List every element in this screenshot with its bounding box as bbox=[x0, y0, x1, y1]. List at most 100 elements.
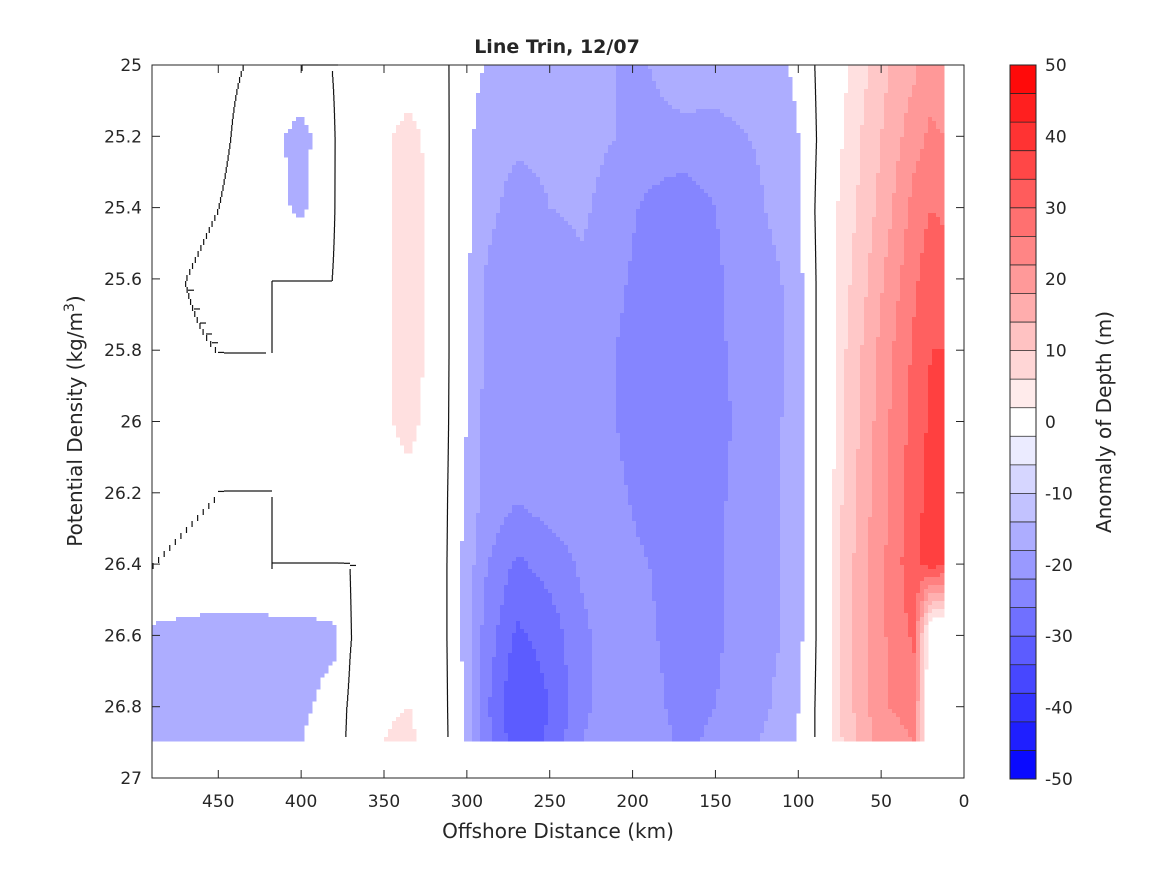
contour-cell bbox=[296, 669, 301, 674]
contour-cell bbox=[328, 633, 333, 638]
contour-cell bbox=[520, 65, 525, 70]
contour-cell bbox=[284, 737, 289, 742]
contour-cell bbox=[512, 609, 517, 614]
contour-cell bbox=[520, 85, 525, 90]
contour-cell bbox=[260, 693, 265, 698]
contour-cell bbox=[276, 681, 281, 686]
contour-cell bbox=[484, 137, 489, 142]
contour-cell bbox=[476, 577, 481, 582]
contour-cell bbox=[516, 69, 521, 74]
contour-cell bbox=[476, 281, 481, 286]
contour-cell bbox=[480, 385, 485, 390]
contour-cell bbox=[492, 709, 497, 714]
contour-cell bbox=[532, 345, 537, 350]
contour-cell bbox=[500, 137, 505, 142]
contour-cell bbox=[304, 717, 309, 722]
contour-cell bbox=[396, 241, 401, 246]
contour-cell bbox=[520, 593, 525, 598]
contour-cell bbox=[420, 333, 425, 338]
contour-cell bbox=[412, 409, 417, 414]
contour-cell bbox=[520, 405, 525, 410]
contour-cell bbox=[524, 269, 529, 274]
contour-cell bbox=[168, 717, 173, 722]
contour-cell bbox=[488, 581, 493, 586]
contour-cell bbox=[524, 193, 529, 198]
contour-cell bbox=[516, 569, 521, 574]
contour-cell bbox=[240, 709, 245, 714]
contour-cell bbox=[228, 621, 233, 626]
contour-cell bbox=[512, 641, 517, 646]
contour-cell bbox=[480, 293, 485, 298]
contour-cell bbox=[252, 677, 257, 682]
contour-cell bbox=[408, 137, 413, 142]
contour-cell bbox=[288, 145, 293, 150]
contour-cell bbox=[160, 729, 165, 734]
contour-cell bbox=[468, 489, 473, 494]
contour-cell bbox=[156, 661, 161, 666]
contour-cell bbox=[204, 737, 209, 742]
contour-cell bbox=[516, 697, 521, 702]
contour-cell bbox=[480, 665, 485, 670]
contour-cell bbox=[492, 717, 497, 722]
contour-cell bbox=[408, 289, 413, 294]
contour-cell bbox=[496, 421, 501, 426]
contour-cell bbox=[188, 653, 193, 658]
contour-cell bbox=[260, 653, 265, 658]
contour-cell bbox=[324, 633, 329, 638]
contour-cell bbox=[200, 709, 205, 714]
contour-cell bbox=[212, 681, 217, 686]
contour-cell bbox=[492, 81, 497, 86]
contour-cell bbox=[304, 625, 309, 630]
contour-cell bbox=[192, 645, 197, 650]
contour-cell bbox=[204, 665, 209, 670]
contour-cell bbox=[508, 97, 513, 102]
contour-cell bbox=[308, 137, 313, 142]
contour-cell bbox=[520, 73, 525, 78]
contour-cell bbox=[488, 365, 493, 370]
contour-cell bbox=[260, 681, 265, 686]
contour-cell bbox=[192, 621, 197, 626]
contour-cell bbox=[512, 89, 517, 94]
contour-cell bbox=[472, 345, 477, 350]
contour-cell bbox=[472, 697, 477, 702]
contour-cell bbox=[508, 89, 513, 94]
contour-cell bbox=[316, 637, 321, 642]
contour-cell bbox=[500, 481, 505, 486]
contour-cell bbox=[292, 717, 297, 722]
contour-cell bbox=[524, 285, 529, 290]
contour-cell bbox=[308, 649, 313, 654]
contour-cell bbox=[480, 153, 485, 158]
contour-cell bbox=[204, 653, 209, 658]
contour-cell bbox=[260, 669, 265, 674]
contour-cell bbox=[408, 309, 413, 314]
contour-cell bbox=[220, 665, 225, 670]
contour-cell bbox=[504, 373, 509, 378]
contour-cell bbox=[172, 653, 177, 658]
contour-cell bbox=[204, 689, 209, 694]
contour-cell bbox=[532, 369, 537, 374]
contour-cell bbox=[288, 161, 293, 166]
contour-cell bbox=[160, 737, 165, 742]
contour-cell bbox=[244, 701, 249, 706]
contour-cell bbox=[496, 697, 501, 702]
contour-cell bbox=[412, 213, 417, 218]
contour-cell bbox=[524, 429, 529, 434]
contour-cell bbox=[504, 89, 509, 94]
contour-cell bbox=[512, 77, 517, 82]
contour-cell bbox=[488, 493, 493, 498]
contour-cell bbox=[392, 337, 397, 342]
contour-cell bbox=[492, 525, 497, 530]
contour-cell bbox=[168, 681, 173, 686]
contour-cell bbox=[508, 673, 513, 678]
contour-cell bbox=[468, 277, 473, 282]
contour-cell bbox=[480, 233, 485, 238]
contour-cell bbox=[504, 261, 509, 266]
contour-cell bbox=[512, 301, 517, 306]
contour-cell bbox=[492, 437, 497, 442]
contour-cell bbox=[224, 685, 229, 690]
contour-cell bbox=[508, 325, 513, 330]
contour-cell bbox=[192, 625, 197, 630]
contour-cell bbox=[532, 545, 537, 550]
contour-cell bbox=[480, 445, 485, 450]
contour-cell bbox=[260, 617, 265, 622]
